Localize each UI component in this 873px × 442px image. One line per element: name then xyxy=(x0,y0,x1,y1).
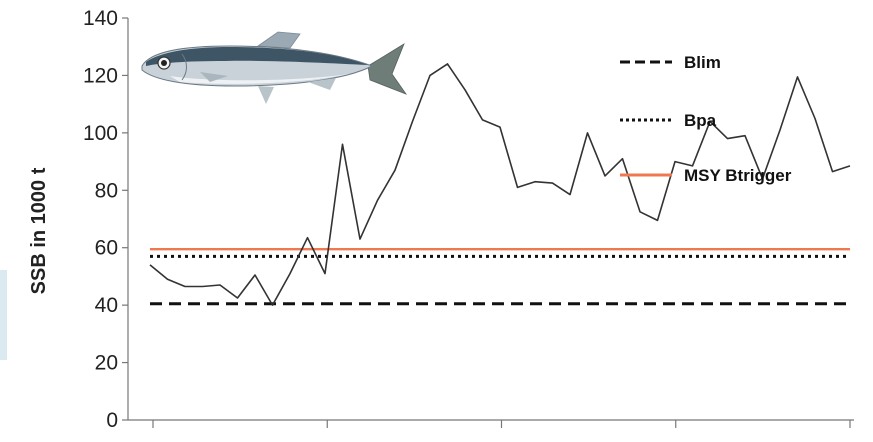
y-tick-label: 0 xyxy=(106,409,118,432)
herring-fish-icon xyxy=(142,32,406,104)
y-tick-label: 100 xyxy=(83,122,118,145)
y-tick-label: 20 xyxy=(95,352,118,375)
y-tick-label: 60 xyxy=(95,237,118,260)
y-tick-label: 120 xyxy=(83,64,118,87)
y-tick-label: 80 xyxy=(95,179,118,202)
y-tick-label: 40 xyxy=(95,294,118,317)
y-tick-label: 140 xyxy=(83,7,118,30)
legend-label-blim: Blim xyxy=(684,53,721,72)
legend: Blim Bpa MSY Btrigger xyxy=(620,53,792,185)
y-axis-label: SSB in 1000 t xyxy=(28,167,50,294)
legend-label-msy-btrigger: MSY Btrigger xyxy=(684,166,792,185)
legend-label-bpa: Bpa xyxy=(684,111,717,130)
